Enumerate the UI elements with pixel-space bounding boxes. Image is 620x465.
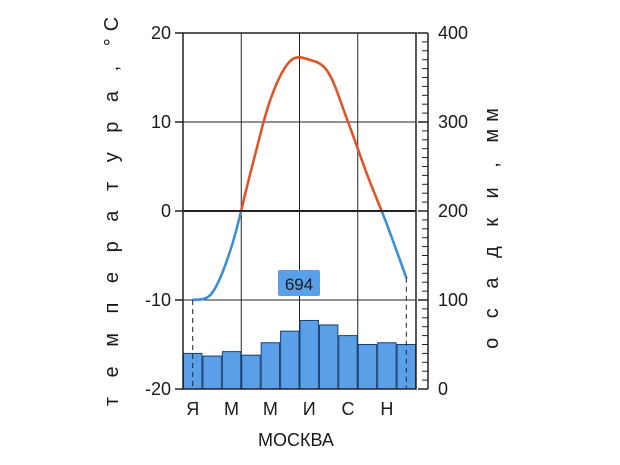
precipitation-tick-label: 400 <box>438 23 468 43</box>
station-name: МОСКВА <box>258 430 334 450</box>
month-label: М <box>263 399 278 419</box>
annual-total-box <box>278 270 320 296</box>
temperature-tick-label: -10 <box>145 290 171 310</box>
precipitation-bar <box>377 342 397 390</box>
precipitation-bar <box>357 344 378 390</box>
precipitation-tick-label: 200 <box>438 201 468 221</box>
precipitation-bar <box>221 351 242 390</box>
temperature-axis: 20 10 0 -10 -20 <box>145 23 183 399</box>
temperature-tick-label: 10 <box>151 112 171 132</box>
month-label: Н <box>380 399 393 419</box>
precipitation-tick-label: 100 <box>438 290 468 310</box>
precipitation-bar <box>338 335 358 390</box>
precipitation-bar <box>260 342 281 390</box>
month-label: М <box>224 399 239 419</box>
temperature-tick-label: 20 <box>151 23 171 43</box>
temperature-tick-label: 0 <box>161 201 171 221</box>
temperature-segment-cold <box>404 274 408 279</box>
precipitation-tick-label: 300 <box>438 112 468 132</box>
precipitation-bar <box>318 324 339 390</box>
month-label: Я <box>186 399 199 419</box>
annual-total-value: 694 <box>285 275 313 294</box>
precipitation-bar <box>280 330 300 390</box>
precipitation-axis: 400 300 200 100 0 <box>416 23 468 399</box>
precipitation-tick-label: 0 <box>438 379 448 399</box>
annual-total-badge: 694 <box>278 270 320 296</box>
month-label: И <box>303 399 316 419</box>
precipitation-bars <box>183 319 417 390</box>
temperature-line <box>191 56 408 389</box>
temperature-tick-label: -20 <box>145 379 171 399</box>
precipitation-bar <box>299 319 319 390</box>
month-label: С <box>342 399 355 419</box>
temperature-axis-title: т е м п е р а т у р а , °C <box>101 10 123 406</box>
precipitation-bar <box>241 354 261 390</box>
precipitation-axis-title: о с а д к и , мм <box>481 101 503 349</box>
precipitation-bar <box>202 355 222 390</box>
